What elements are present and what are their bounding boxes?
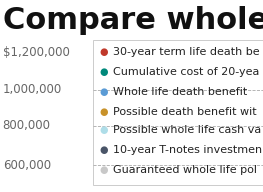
Text: 1,000,000: 1,000,000: [3, 84, 62, 97]
Text: Possible death benefit wit: Possible death benefit wit: [113, 107, 256, 117]
Text: ●: ●: [100, 125, 108, 135]
Text: ●: ●: [100, 87, 108, 97]
Text: Possible whole life cash va: Possible whole life cash va: [113, 125, 261, 135]
Text: 10-year T-notes investmen: 10-year T-notes investmen: [113, 145, 262, 155]
Text: 30-year term life death be: 30-year term life death be: [113, 47, 259, 57]
Text: ●: ●: [100, 145, 108, 155]
Text: Cumulative cost of 20-yea: Cumulative cost of 20-yea: [113, 67, 259, 77]
Text: Compare whole: Compare whole: [3, 6, 263, 35]
Text: $1,200,000: $1,200,000: [3, 46, 69, 59]
Text: ●: ●: [100, 67, 108, 77]
Text: 800,000: 800,000: [3, 119, 51, 132]
Text: 600,000: 600,000: [3, 159, 51, 171]
Text: Whole life death benefit: Whole life death benefit: [113, 87, 247, 97]
Text: Guaranteed whole life pol: Guaranteed whole life pol: [113, 165, 257, 175]
Text: ●: ●: [100, 47, 108, 57]
Text: ●: ●: [100, 107, 108, 117]
Text: ●: ●: [100, 165, 108, 175]
